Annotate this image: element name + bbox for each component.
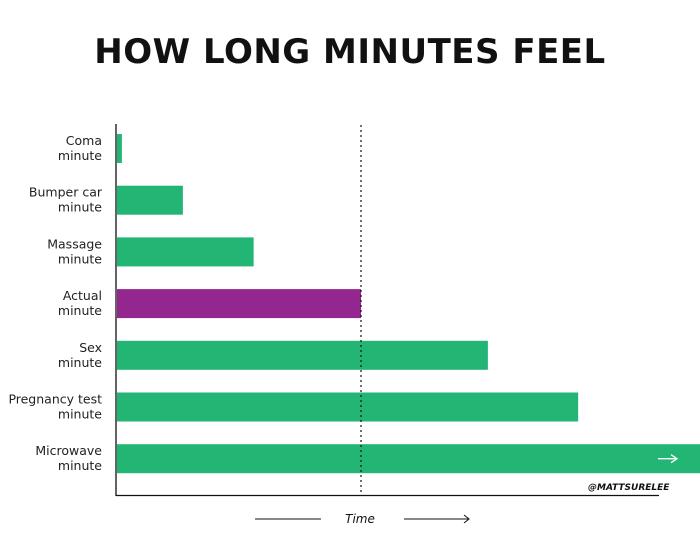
x-axis-label: Time (345, 512, 375, 526)
bar (117, 392, 579, 422)
category-label: Actual (63, 288, 102, 303)
bar (117, 237, 254, 267)
category-label: Pregnancy test (8, 392, 102, 407)
category-label: minute (58, 251, 102, 266)
category-label: minute (58, 303, 102, 318)
bar (117, 134, 122, 163)
bar (117, 185, 183, 215)
category-label: minute (58, 200, 102, 215)
category-label: Coma (66, 133, 102, 148)
chart-title: HOW LONG MINUTES FEEL (94, 32, 606, 72)
bar (117, 289, 361, 319)
category-label: Sex (79, 340, 102, 355)
category-label: Massage (47, 236, 102, 251)
bar (117, 340, 488, 370)
category-label: minute (58, 458, 102, 473)
category-label: minute (58, 407, 102, 422)
time-arrow-head-icon (463, 514, 470, 524)
overflow-arrow-head-icon (670, 454, 679, 464)
category-label: Microwave (35, 443, 102, 458)
bar (117, 444, 700, 474)
category-label: Bumper car (29, 185, 103, 200)
category-label: minute (58, 148, 102, 163)
credit-label: @MATTSURELEE (588, 483, 670, 493)
category-label: minute (58, 355, 102, 370)
